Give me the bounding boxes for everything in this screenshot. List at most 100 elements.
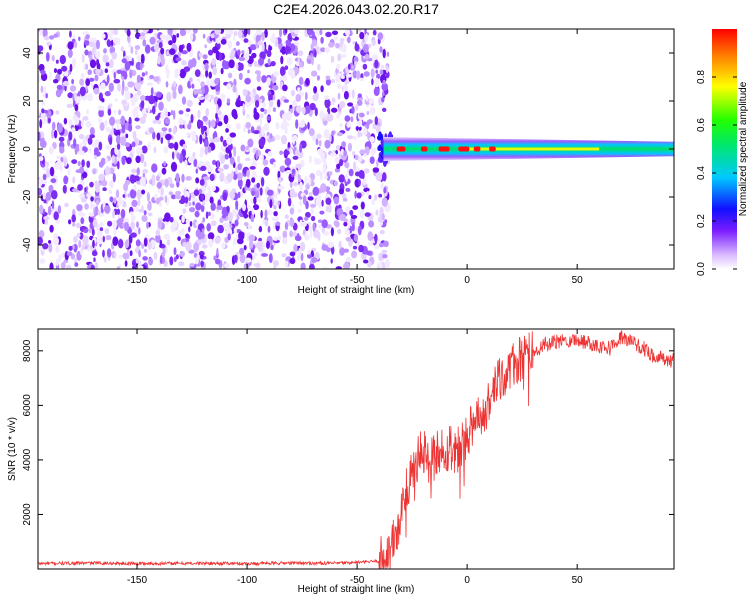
noise-speckle: [55, 219, 61, 224]
noise-speckle: [167, 70, 171, 75]
noise-speckle: [295, 93, 302, 102]
noise-speckle: [273, 205, 277, 210]
spectrogram-xtick-label: 0: [464, 275, 470, 286]
noise-speckle: [270, 244, 274, 251]
noise-speckle: [57, 68, 62, 75]
noise-speckle: [105, 234, 112, 241]
noise-speckle: [324, 95, 330, 100]
noise-speckle: [193, 189, 200, 196]
noise-speckle: [344, 80, 350, 85]
noise-speckle: [189, 207, 196, 213]
noise-speckle: [268, 253, 273, 264]
noise-speckle: [237, 155, 241, 163]
noise-speckle: [161, 167, 167, 175]
noise-speckle: [268, 94, 273, 102]
noise-speckle: [72, 222, 76, 227]
noise-speckle: [76, 204, 83, 212]
noise-speckle: [326, 113, 334, 122]
noise-speckle: [113, 29, 118, 36]
noise-speckle: [87, 137, 93, 145]
noise-speckle: [108, 82, 115, 93]
noise-speckle: [362, 63, 368, 70]
noise-speckle: [95, 68, 101, 74]
noise-speckle: [262, 159, 269, 166]
noise-speckle: [103, 48, 107, 54]
noise-speckle: [92, 219, 98, 228]
noise-speckle: [60, 261, 66, 269]
noise-speckle: [130, 46, 134, 54]
noise-speckle: [253, 263, 261, 267]
noise-speckle: [215, 112, 218, 120]
noise-speckle: [89, 181, 94, 188]
noise-speckle: [42, 29, 48, 38]
noise-speckle: [200, 81, 205, 88]
noise-speckle: [320, 47, 326, 52]
noise-speckle: [336, 132, 343, 137]
noise-speckle: [56, 155, 61, 160]
noise-speckle: [220, 93, 226, 102]
noise-speckle: [191, 134, 197, 142]
noise-speckle: [67, 41, 74, 50]
noise-speckle: [121, 155, 126, 166]
noise-speckle: [336, 63, 341, 70]
noise-speckle: [220, 67, 224, 75]
noise-speckle: [258, 57, 264, 66]
noise-speckle: [274, 192, 278, 200]
colorbar-tick-label: 0.6: [696, 118, 707, 132]
noise-speckle: [84, 187, 87, 193]
noise-speckle: [93, 147, 99, 155]
noise-speckle: [118, 239, 124, 249]
noise-speckle: [273, 262, 277, 269]
noise-speckle: [307, 196, 314, 201]
noise-speckle: [41, 108, 45, 114]
noise-speckle: [145, 71, 148, 76]
noise-speckle: [69, 30, 72, 38]
spectrogram-ytick-label: -20: [22, 189, 33, 204]
noise-speckle: [105, 62, 110, 67]
noise-speckle: [136, 74, 141, 83]
noise-speckle: [374, 116, 378, 126]
noise-speckle: [381, 96, 385, 103]
noise-speckle: [185, 233, 190, 239]
noise-speckle: [135, 155, 141, 164]
noise-speckle: [189, 77, 193, 82]
noise-speckle: [174, 194, 182, 200]
noise-speckle: [198, 101, 202, 106]
noise-speckle: [51, 121, 56, 131]
noise-speckle: [262, 219, 266, 225]
noise-speckle: [99, 221, 104, 228]
noise-speckle: [88, 212, 95, 217]
noise-speckle: [328, 42, 335, 48]
noise-speckle: [195, 221, 199, 227]
noise-speckle: [54, 162, 61, 170]
noise-speckle: [179, 251, 185, 257]
noise-speckle: [127, 193, 131, 198]
noise-speckle: [217, 167, 224, 172]
noise-speckle: [378, 242, 384, 248]
noise-speckle: [291, 134, 298, 142]
noise-speckle: [97, 210, 101, 216]
figure-title: C2E4.2026.043.02.20.R17: [273, 1, 439, 17]
noise-speckle: [134, 80, 142, 91]
noise-speckle: [369, 156, 375, 164]
noise-speckle: [310, 206, 314, 215]
noise-speckle: [147, 105, 151, 114]
noise-speckle: [284, 260, 289, 268]
noise-speckle: [367, 261, 372, 268]
noise-speckle: [69, 63, 73, 72]
noise-speckle: [109, 179, 114, 189]
noise-speckle: [209, 196, 214, 204]
noise-speckle: [267, 209, 272, 216]
noise-speckle: [233, 147, 237, 157]
noise-speckle: [125, 157, 132, 165]
noise-speckle: [301, 221, 307, 227]
noise-speckle: [42, 173, 47, 181]
noise-speckle: [272, 84, 279, 91]
noise-speckle: [376, 159, 379, 168]
noise-speckle: [182, 143, 187, 150]
noise-speckle: [358, 29, 362, 33]
noise-speckle: [357, 225, 362, 236]
noise-speckle: [188, 120, 192, 129]
noise-speckle: [347, 219, 351, 229]
noise-speckle: [362, 128, 368, 136]
